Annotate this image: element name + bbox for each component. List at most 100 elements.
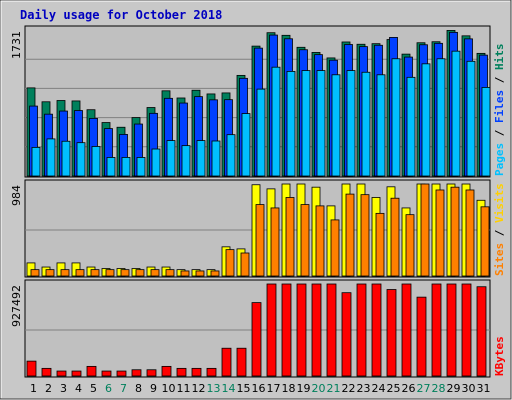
bar-top-pages-day-12 — [196, 140, 206, 177]
bar-bottom-kbytes-day-21 — [326, 283, 337, 377]
x-tick-label: 7 — [120, 382, 127, 395]
bar-top-pages-day-14 — [226, 134, 236, 177]
bar-middle-sites-day-18 — [285, 197, 295, 277]
bar-top-pages-day-26 — [406, 76, 416, 177]
x-tick-label: 6 — [105, 382, 112, 395]
bar-middle-sites-day-25 — [390, 197, 400, 277]
bar-middle-sites-day-7 — [120, 269, 130, 277]
panel-bottom-max-label: 927492 — [10, 285, 23, 327]
bar-middle-sites-day-2 — [45, 269, 55, 277]
bar-top-pages-day-22 — [346, 70, 356, 177]
x-tick-label: 30 — [462, 382, 476, 395]
legend-kbytes: KBytes — [493, 336, 506, 376]
bar-top-pages-day-19 — [301, 70, 311, 177]
bar-bottom-kbytes-day-13 — [206, 367, 217, 377]
bar-bottom-kbytes-day-20 — [311, 283, 322, 377]
bar-bottom-kbytes-day-26 — [401, 283, 412, 377]
x-tick-label: 20 — [312, 382, 326, 395]
x-tick-label: 17 — [267, 382, 281, 395]
bar-middle-sites-day-24 — [375, 212, 385, 277]
legend-files: Files — [493, 90, 506, 123]
bar-middle-sites-day-28 — [435, 189, 445, 277]
bar-bottom-kbytes-day-12 — [191, 367, 202, 377]
bar-top-pages-day-18 — [286, 71, 296, 177]
bar-top-pages-day-27 — [421, 63, 431, 177]
bar-top-pages-day-15 — [241, 113, 251, 177]
bar-middle-sites-day-27 — [420, 183, 430, 277]
x-tick-label: 27 — [417, 382, 431, 395]
bar-top-pages-day-31 — [481, 87, 491, 177]
legend-separator: / — [493, 223, 506, 243]
bar-middle-sites-day-12 — [195, 270, 205, 277]
x-tick-label: 16 — [252, 382, 266, 395]
bar-middle-sites-day-11 — [180, 270, 190, 277]
bar-top-pages-day-30 — [466, 60, 476, 177]
bar-bottom-kbytes-day-5 — [86, 365, 97, 377]
bar-middle-sites-day-23 — [360, 194, 370, 277]
bar-middle-sites-day-15 — [240, 252, 250, 277]
legend-sites: Sites — [493, 243, 506, 276]
bar-middle-sites-day-9 — [150, 269, 160, 277]
bar-middle-sites-day-1 — [30, 269, 40, 277]
x-tick-label: 22 — [342, 382, 356, 395]
bar-top-pages-day-21 — [331, 74, 341, 177]
x-tick-label: 10 — [162, 382, 176, 395]
bar-top-pages-day-11 — [181, 145, 191, 177]
bar-middle-sites-day-14 — [225, 249, 235, 277]
bar-middle-sites-day-30 — [465, 189, 475, 277]
bar-bottom-kbytes-day-7 — [116, 370, 127, 377]
bar-bottom-kbytes-day-9 — [146, 369, 157, 377]
x-tick-label: 8 — [135, 382, 142, 395]
bar-top-pages-day-29 — [451, 50, 461, 177]
bar-top-pages-day-7 — [121, 157, 131, 177]
bar-top-pages-day-2 — [46, 138, 56, 177]
bar-middle-sites-day-19 — [300, 204, 310, 277]
bar-top-pages-day-20 — [316, 70, 326, 177]
bar-top-pages-day-3 — [61, 140, 71, 177]
bar-top-pages-day-23 — [361, 71, 371, 177]
x-tick-label: 26 — [402, 382, 416, 395]
x-tick-label: 5 — [90, 382, 97, 395]
bar-bottom-kbytes-day-10 — [161, 365, 172, 377]
bar-middle-sites-day-26 — [405, 214, 415, 277]
bar-top-pages-day-13 — [211, 140, 221, 177]
bar-top-pages-day-4 — [76, 142, 86, 177]
bar-bottom-kbytes-day-8 — [131, 369, 142, 377]
panel-top-max-label: 1731 — [10, 31, 23, 59]
bar-top-pages-day-6 — [106, 157, 116, 177]
x-tick-label: 23 — [357, 382, 371, 395]
legend-visits: Visits — [493, 183, 506, 223]
bar-middle-sites-day-10 — [165, 269, 175, 277]
bar-top-pages-day-9 — [151, 148, 161, 177]
bar-bottom-kbytes-day-25 — [386, 289, 397, 377]
bar-bottom-kbytes-day-29 — [446, 283, 457, 377]
x-tick-label: 2 — [45, 382, 52, 395]
x-tick-label: 31 — [477, 382, 491, 395]
x-tick-label: 14 — [222, 382, 236, 395]
x-tick-label: 3 — [60, 382, 67, 395]
bar-bottom-kbytes-day-18 — [281, 283, 292, 377]
chart-title: Daily usage for October 2018 — [20, 8, 222, 22]
panel-middle-legend: Sites / Visits — [493, 183, 506, 276]
bar-bottom-kbytes-day-11 — [176, 367, 187, 377]
bar-middle-sites-day-13 — [210, 270, 220, 277]
bar-bottom-kbytes-day-27 — [416, 296, 427, 377]
x-tick-label: 15 — [237, 382, 251, 395]
legend-separator: / — [493, 123, 506, 143]
bar-bottom-kbytes-day-31 — [476, 286, 487, 377]
bar-middle-sites-day-29 — [450, 186, 460, 277]
bar-middle-sites-day-20 — [315, 205, 325, 277]
bar-top-pages-day-17 — [271, 66, 281, 177]
bar-top-pages-day-16 — [256, 88, 266, 177]
x-tick-label: 9 — [150, 382, 157, 395]
bar-bottom-kbytes-day-2 — [41, 367, 52, 377]
bar-middle-sites-day-4 — [75, 269, 85, 277]
panel-bottom-legend: KBytes — [493, 336, 506, 376]
bar-bottom-kbytes-day-1 — [26, 360, 37, 377]
bar-bottom-kbytes-day-23 — [356, 283, 367, 377]
bar-bottom-kbytes-day-3 — [56, 370, 67, 377]
legend-separator: / — [493, 70, 506, 90]
bar-top-pages-day-10 — [166, 140, 176, 177]
